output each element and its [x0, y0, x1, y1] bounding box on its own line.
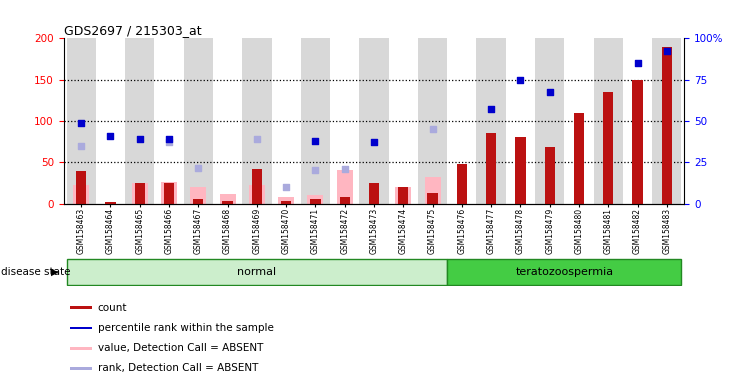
Bar	[135, 183, 145, 204]
Bar	[486, 133, 496, 204]
Text: rank, Detection Call = ABSENT: rank, Detection Call = ABSENT	[98, 363, 258, 373]
Point	[192, 165, 204, 171]
Point	[631, 60, 643, 66]
Bar	[337, 170, 353, 204]
Bar	[154, 38, 184, 204]
Bar	[281, 201, 291, 204]
Bar	[219, 194, 236, 204]
Point	[75, 143, 87, 149]
Bar	[389, 38, 418, 204]
Bar	[301, 38, 330, 204]
Bar	[447, 38, 476, 204]
Bar	[67, 259, 447, 285]
Bar	[272, 38, 301, 204]
Bar	[132, 183, 148, 204]
Point	[75, 120, 87, 126]
Bar	[398, 187, 408, 204]
Text: normal: normal	[237, 266, 277, 277]
Point	[544, 89, 556, 95]
Bar	[73, 185, 89, 204]
Point	[251, 136, 263, 142]
Bar	[457, 164, 467, 204]
Text: count: count	[98, 303, 127, 313]
Bar	[369, 183, 379, 204]
Point	[661, 48, 673, 54]
Point	[105, 133, 117, 139]
Bar	[193, 199, 203, 204]
Point	[485, 106, 497, 113]
Bar	[662, 46, 672, 204]
Bar	[105, 202, 115, 204]
Bar	[603, 92, 613, 204]
Text: value, Detection Call = ABSENT: value, Detection Call = ABSENT	[98, 343, 263, 353]
Bar	[164, 183, 174, 204]
Bar	[70, 367, 91, 370]
Point	[339, 166, 351, 172]
Bar	[623, 38, 652, 204]
Bar	[310, 199, 321, 204]
Point	[134, 136, 146, 142]
Point	[310, 138, 322, 144]
Text: percentile rank within the sample: percentile rank within the sample	[98, 323, 274, 333]
Bar	[222, 201, 233, 204]
Point	[426, 126, 438, 132]
Bar	[447, 259, 681, 285]
Bar	[184, 38, 213, 204]
Point	[163, 136, 175, 142]
Bar	[278, 197, 294, 204]
Bar	[252, 169, 262, 204]
Bar	[76, 171, 86, 204]
Point	[515, 76, 527, 83]
Point	[163, 139, 175, 146]
Point	[280, 184, 292, 190]
Bar	[594, 38, 623, 204]
Bar	[249, 185, 265, 204]
Bar	[535, 38, 564, 204]
Text: GDS2697 / 215303_at: GDS2697 / 215303_at	[64, 24, 201, 37]
Bar	[67, 38, 96, 204]
Bar	[506, 38, 535, 204]
Bar	[574, 113, 584, 204]
Bar	[330, 38, 359, 204]
Bar	[70, 306, 91, 309]
Point	[310, 167, 322, 174]
Text: disease state: disease state	[1, 266, 70, 277]
Bar	[161, 182, 177, 204]
Bar	[213, 38, 242, 204]
Point	[368, 139, 380, 145]
Text: ▶: ▶	[51, 266, 58, 277]
Bar	[633, 79, 643, 204]
Bar	[125, 38, 154, 204]
Bar	[340, 197, 350, 204]
Text: teratozoospermia: teratozoospermia	[515, 266, 613, 277]
Bar	[70, 326, 91, 329]
Bar	[307, 195, 323, 204]
Bar	[359, 38, 389, 204]
Bar	[190, 187, 206, 204]
Bar	[545, 147, 555, 204]
Bar	[564, 38, 594, 204]
Bar	[70, 347, 91, 349]
Bar	[652, 38, 681, 204]
Bar	[515, 137, 526, 204]
Bar	[96, 38, 125, 204]
Bar	[418, 38, 447, 204]
Bar	[476, 38, 506, 204]
Bar	[395, 187, 411, 204]
Bar	[425, 177, 441, 204]
Bar	[427, 193, 438, 204]
Bar	[242, 38, 272, 204]
